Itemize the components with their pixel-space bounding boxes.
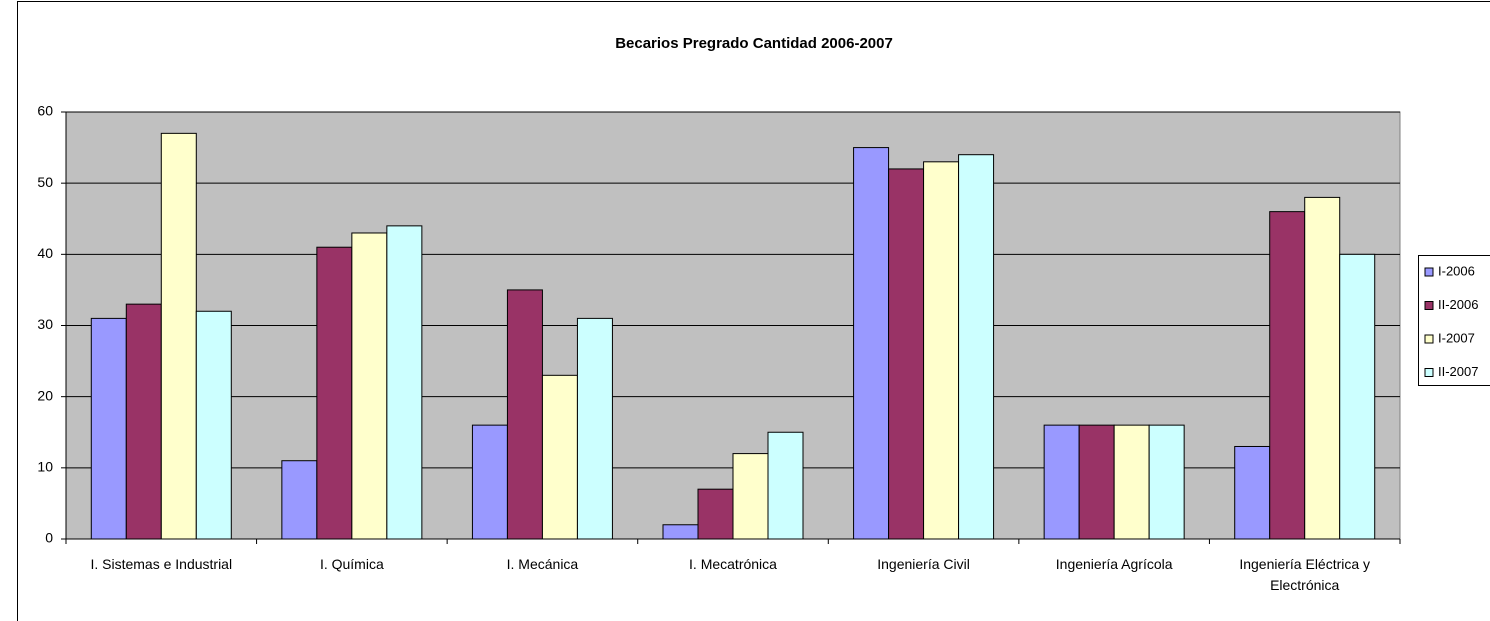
bar: [767, 431, 804, 540]
x-tick-label: Ingeniería Civil: [877, 556, 970, 572]
bar: [316, 246, 353, 540]
bar: [195, 310, 232, 540]
y-tick-label: 60: [37, 103, 53, 119]
bar: [1148, 424, 1185, 540]
legend-swatch: [1424, 368, 1434, 377]
bar: [923, 161, 960, 540]
bar: [386, 225, 423, 540]
legend-label: I-2006: [1438, 263, 1475, 278]
bar: [1113, 424, 1150, 540]
y-tick-label: 30: [37, 316, 53, 332]
bar: [125, 303, 162, 540]
x-tick-label: Ingeniería Agrícola: [1055, 556, 1173, 572]
bar: [541, 374, 578, 540]
bar: [576, 317, 613, 540]
x-tick-label: I. Química: [319, 556, 384, 572]
bar: [90, 317, 127, 540]
x-tick-label: I. Mecánica: [506, 556, 579, 572]
bar: [958, 154, 995, 540]
bar: [1339, 253, 1376, 540]
bar: [1234, 445, 1271, 540]
bar: [471, 424, 508, 540]
bar: [1304, 196, 1341, 540]
y-tick-label: 0: [45, 530, 53, 546]
bar: [281, 460, 318, 540]
x-tick-label: I. Sistemas e Industrial: [90, 556, 233, 572]
y-tick-label: 50: [37, 174, 53, 190]
legend-label: II-2007: [1438, 364, 1478, 379]
bar: [888, 168, 925, 540]
legend-swatch: [1424, 301, 1434, 310]
y-tick-label: 20: [37, 387, 53, 403]
legend-swatch: [1424, 334, 1434, 344]
bar: [732, 453, 769, 540]
x-tick-label: Ingeniería Eléctrica y Electrónica: [1239, 556, 1371, 593]
bar: [351, 232, 388, 540]
legend-label: I-2007: [1438, 330, 1475, 345]
x-tick-label: I. Mecatrónica: [689, 556, 777, 572]
bar: [697, 488, 734, 540]
bar: [160, 132, 197, 540]
bar: [1043, 424, 1080, 540]
bar: [853, 147, 890, 540]
chart-title: Becarios Pregrado Cantidad 2006-2007: [615, 35, 893, 52]
bar: [506, 289, 543, 540]
y-tick-label: 40: [37, 245, 53, 261]
bar: [1269, 211, 1306, 540]
legend-box: [1418, 255, 1490, 386]
legend-swatch: [1424, 267, 1434, 277]
legend-label: II-2006: [1438, 297, 1478, 312]
bar: [662, 524, 699, 540]
bar: [1078, 424, 1115, 540]
y-tick-label: 10: [37, 459, 53, 475]
